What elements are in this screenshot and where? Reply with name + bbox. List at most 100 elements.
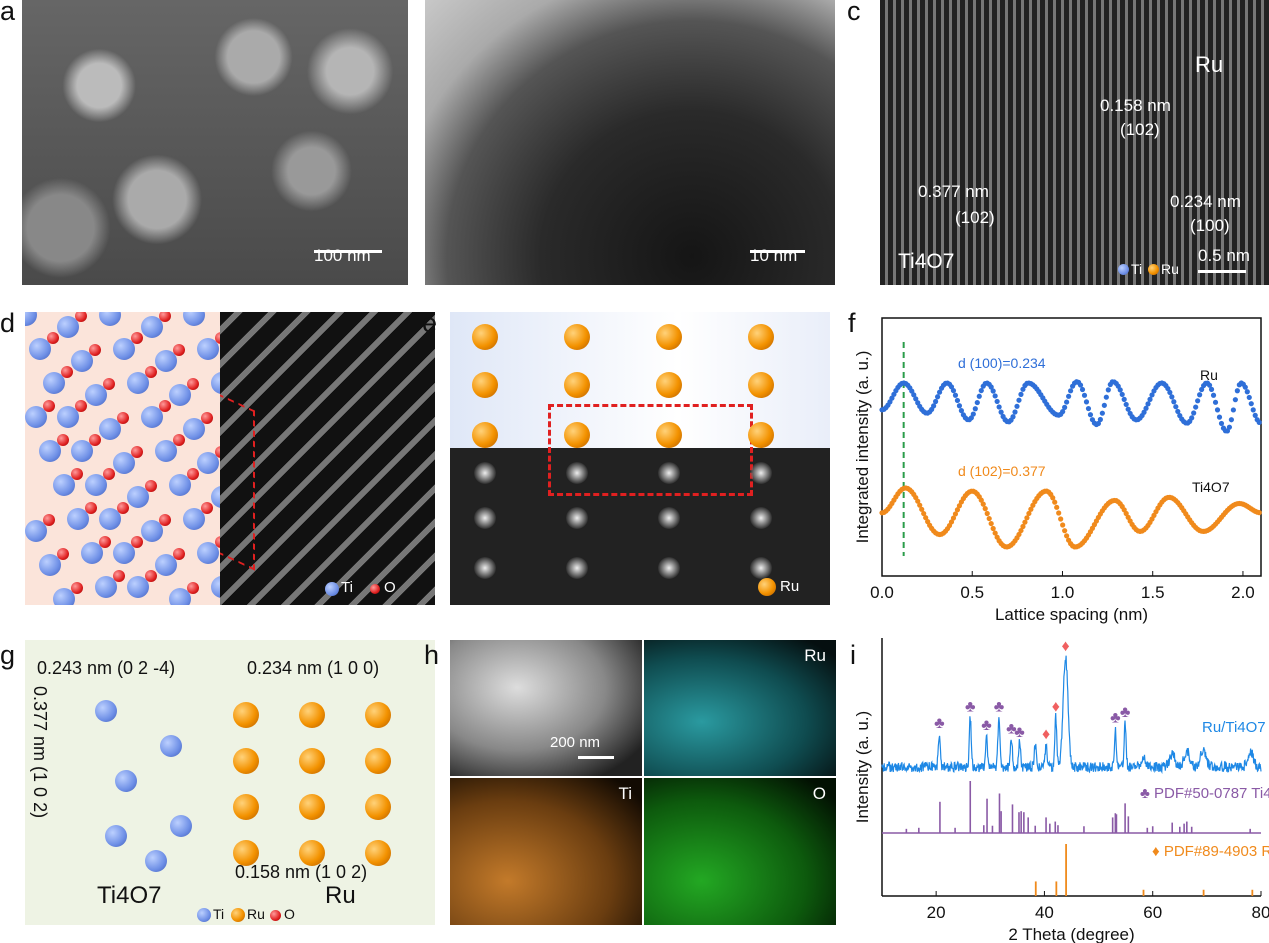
o-atom: [215, 446, 220, 458]
data-point-ru: [1173, 404, 1179, 410]
ru-atom: [299, 794, 325, 820]
ti-atom: [183, 508, 205, 530]
data-point-ru: [1212, 399, 1219, 405]
hrtem-image: Ru Ti4O7 0.158 nm (102) 0.377 nm (102) 0…: [880, 0, 1269, 285]
ti-atom: [25, 406, 47, 428]
haadf-atom-column: [658, 507, 680, 529]
haadf-atom-column: [566, 462, 588, 484]
ti-atom: [53, 588, 75, 605]
ti-atom: [197, 452, 219, 474]
data-point-ru: [1147, 396, 1153, 402]
ru-atom: [365, 702, 391, 728]
data-point-ru: [1171, 399, 1177, 405]
o-atom: [89, 434, 101, 446]
x-tick-label: 0.0: [870, 583, 894, 602]
ru-atom: [656, 422, 682, 448]
data-point-ru: [1226, 424, 1233, 430]
ru-map: Ru: [644, 640, 836, 776]
ru-atom: [365, 748, 391, 774]
data-point-ru: [978, 387, 984, 394]
ru-atom: [564, 372, 590, 398]
o-atom: [173, 344, 185, 356]
x-axis-label: 2 Theta (degree): [1008, 925, 1134, 943]
data-point-ru: [1121, 396, 1127, 402]
data-point-ru: [1097, 416, 1103, 423]
o-atom: [131, 332, 143, 344]
data-point-ru: [1191, 410, 1197, 416]
scale-bar-label: 100 nm: [314, 246, 371, 265]
o-atom: [57, 434, 69, 446]
ru-atom: [748, 324, 774, 350]
data-point-ti4o7: [982, 506, 988, 512]
xrd-pattern-line: [881, 655, 1262, 775]
haadf-atom-column: [474, 507, 496, 529]
spacing-0234: 0.234 nm (1 0 0): [247, 658, 380, 678]
data-point-ti4o7: [1054, 504, 1060, 510]
data-point-ti4o7: [992, 530, 998, 536]
data-point-ru: [1228, 417, 1235, 423]
haadf-atom-column: [658, 557, 680, 579]
spacing-0234: 0.234 nm: [1170, 192, 1241, 211]
o-atom: [43, 400, 55, 412]
panel-label-f: f: [848, 308, 856, 338]
x-axis-label: Lattice spacing (nm): [995, 605, 1148, 624]
ti-atom: [113, 452, 135, 474]
ru-atom: [233, 794, 259, 820]
haadf-atom-column: [750, 557, 772, 579]
data-point-ru: [1242, 384, 1248, 390]
legend-ti: Ti: [213, 906, 225, 922]
ru-atom: [365, 840, 391, 866]
ti-atom: [169, 588, 191, 605]
data-point-ru: [1165, 385, 1171, 392]
ru-atom: [472, 372, 498, 398]
ti-atom: [105, 825, 127, 847]
scale-bar: [1198, 270, 1246, 273]
data-point-ti4o7: [978, 497, 984, 503]
panel-label-i: i: [850, 640, 856, 670]
data-point-ru: [1256, 419, 1262, 425]
ti-atom: [160, 735, 182, 757]
ti-atom: [99, 312, 121, 326]
o-atom: [47, 332, 59, 344]
club-marker-icon: ♣: [1120, 704, 1131, 721]
ru-label: Ru: [325, 882, 356, 909]
ti4o7-label: Ti4O7: [97, 882, 162, 909]
ti-atom: [115, 770, 137, 792]
ti-atom: [99, 418, 121, 440]
ru-map-label: Ru: [804, 646, 826, 665]
highlight-box: [220, 373, 255, 571]
ru-atom: [564, 324, 590, 350]
ru-atom: [656, 372, 682, 398]
ti-atom: [113, 542, 135, 564]
ru-atom: [656, 324, 682, 350]
ru-atom-icon: [231, 908, 245, 922]
data-point-ti4o7: [948, 519, 955, 525]
legend-ti: Ti: [341, 579, 353, 596]
data-point-ti4o7: [1060, 522, 1066, 528]
data-point-ti4o7: [1062, 528, 1068, 534]
data-point-ti4o7: [1020, 523, 1026, 530]
o-atom: [99, 536, 111, 548]
data-point-ru: [934, 394, 941, 400]
haadf-atom-column: [566, 557, 588, 579]
data-point-ru: [990, 388, 996, 394]
line-profile-chart: 0.0 0.5 1.0 1.5 2.0 Lattice spacing (nm) Integ…: [853, 317, 1262, 624]
scale-bar: [750, 250, 805, 253]
data-point-ru: [933, 398, 939, 405]
o-atom: [145, 366, 157, 378]
data-point-ru: [954, 397, 961, 404]
o-atom: [131, 446, 143, 458]
tem-image: 10 nm: [425, 0, 835, 285]
data-point-ru: [1123, 401, 1129, 408]
o-atom: [215, 332, 220, 344]
data-point-ru: [1141, 409, 1147, 415]
ti-atom: [197, 542, 219, 564]
o-atom: [43, 514, 55, 526]
o-atom-icon: [370, 584, 380, 594]
x-tick-label: 40: [1035, 903, 1054, 922]
ti-atom: [211, 486, 220, 508]
data-point-ru: [1250, 407, 1256, 413]
plane-0234: (100): [1190, 216, 1230, 235]
o-atom: [117, 412, 129, 424]
ru-atom: [748, 422, 774, 448]
